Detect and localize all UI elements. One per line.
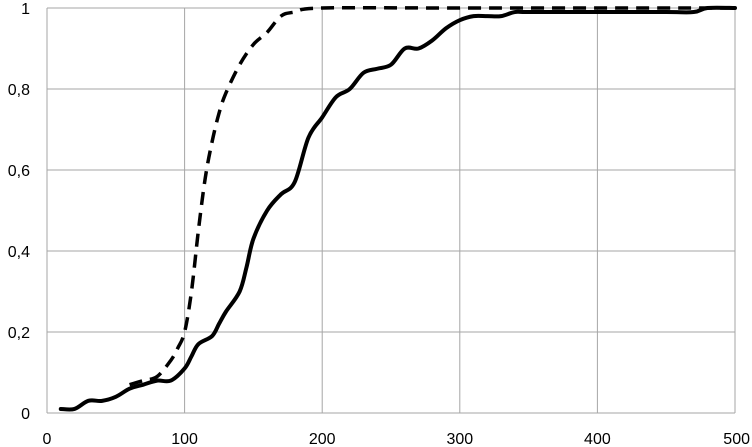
y-axis-tick-labels: 0 0,2 0,4 0,6 0,8 1 bbox=[8, 1, 30, 423]
x-tick-label: 200 bbox=[309, 431, 336, 447]
y-tick-label: 0 bbox=[21, 406, 30, 423]
y-tick-label: 0,2 bbox=[8, 325, 30, 342]
series-group bbox=[58, 5, 737, 412]
x-tick-label: 500 bbox=[723, 431, 750, 447]
x-tick-label: 100 bbox=[171, 431, 198, 447]
y-tick-label: 1 bbox=[21, 1, 30, 18]
y-tick-label: 0,6 bbox=[8, 163, 30, 180]
x-tick-label: 0 bbox=[43, 431, 52, 447]
y-tick-label: 0,4 bbox=[8, 244, 30, 261]
x-tick-label: 400 bbox=[584, 431, 611, 447]
grid bbox=[46, 7, 736, 414]
x-tick-label: 300 bbox=[446, 431, 473, 447]
y-tick-label: 0,8 bbox=[8, 82, 30, 99]
dashed-series-line bbox=[129, 5, 735, 387]
solid-series-line bbox=[58, 5, 737, 412]
x-axis-tick-labels: 0 100 200 300 400 500 bbox=[43, 431, 751, 447]
